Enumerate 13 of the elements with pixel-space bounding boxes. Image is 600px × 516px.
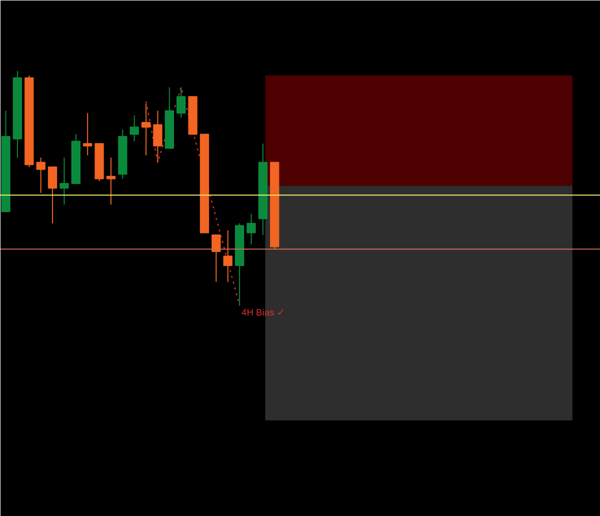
candlestick bbox=[48, 166, 58, 224]
candlestick bbox=[60, 157, 69, 206]
candlestick bbox=[212, 234, 221, 282]
text: 4H Bias ✓ bbox=[242, 307, 285, 318]
candlestick bbox=[36, 157, 46, 194]
candlestick bbox=[153, 110, 162, 163]
candlestick bbox=[223, 230, 232, 282]
candlestick bbox=[176, 86, 186, 118]
candlestick bbox=[246, 213, 256, 245]
candlestick bbox=[130, 114, 139, 142]
candlestick bbox=[106, 157, 116, 206]
candlestick bbox=[82, 112, 92, 156]
candlestick bbox=[141, 103, 151, 156]
